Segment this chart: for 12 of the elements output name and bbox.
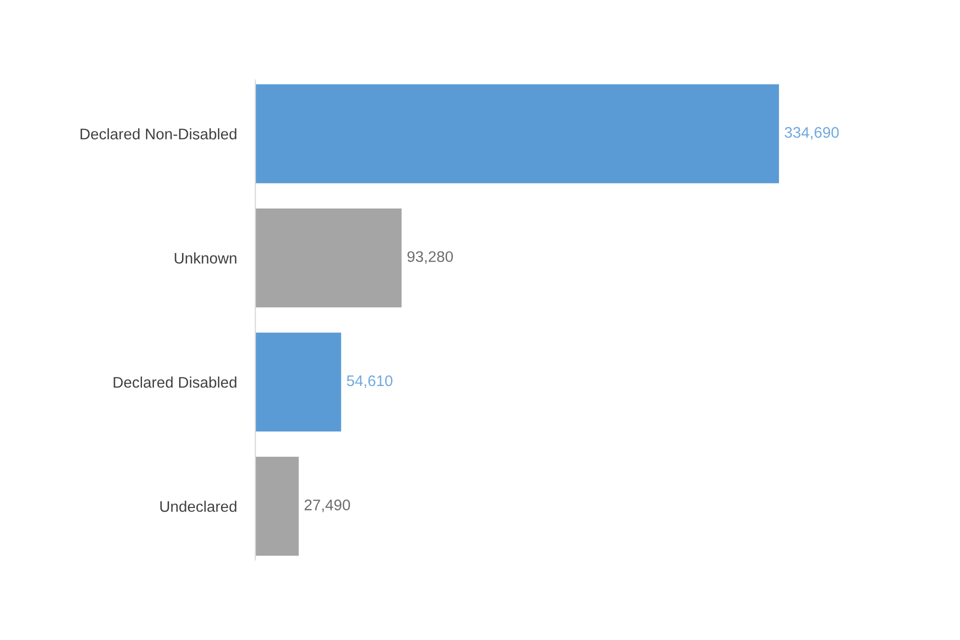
y-tick-label: Declared Disabled: [114, 376, 236, 388]
y-tick-label: Undeclared: [160, 500, 236, 512]
data-label: 93,280: [407, 251, 453, 264]
data-label: 27,490: [304, 500, 350, 512]
y-tick-label: Declared Non-Disabled: [80, 128, 236, 140]
data-label: 334,690: [784, 127, 839, 140]
data-label: 54,610: [346, 375, 392, 388]
bar: [255, 84, 779, 184]
bar: [255, 208, 402, 308]
bar: [255, 456, 299, 556]
y-tick-label: Unknown: [174, 252, 236, 264]
bar: [255, 332, 342, 432]
